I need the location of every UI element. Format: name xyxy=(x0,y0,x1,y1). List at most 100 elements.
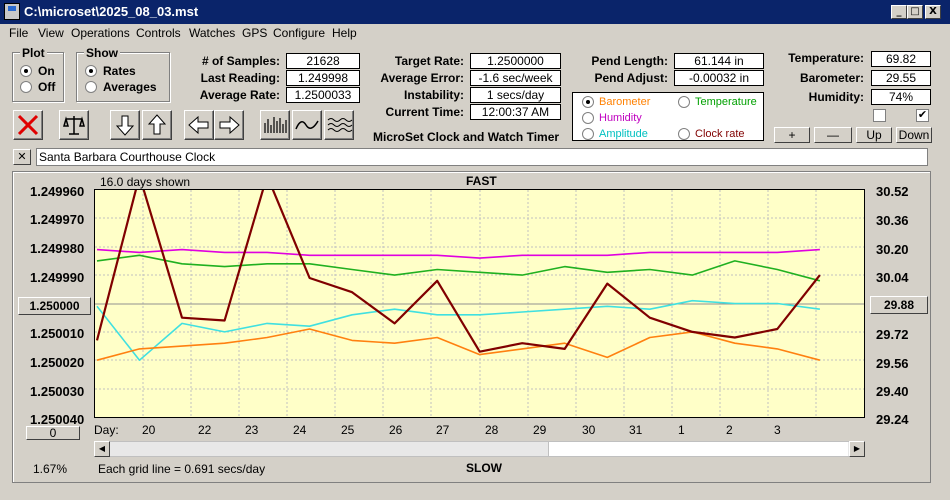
zero-button[interactable]: 0 xyxy=(26,426,80,440)
pend-length-label: Pend Length: xyxy=(591,54,668,68)
series-temperature xyxy=(96,254,821,282)
wave-icon xyxy=(295,120,319,130)
grid-note: Each grid line = 0.691 secs/day xyxy=(98,462,266,476)
x-tick-3: 24 xyxy=(293,423,307,437)
close-button[interactable]: X xyxy=(925,5,941,19)
fast-label: FAST xyxy=(466,174,497,188)
x-tick-10: 31 xyxy=(629,423,643,437)
samples-field: 21628 xyxy=(286,53,360,69)
right-tick-5: 29.72 xyxy=(876,327,909,342)
left-tick-3: 1.249990 xyxy=(30,270,85,285)
show-averages-radio[interactable] xyxy=(85,81,97,93)
env-checkbox-1[interactable] xyxy=(873,109,886,122)
multi-wave-icon xyxy=(327,118,353,132)
center-rate-button[interactable]: 1.250000 xyxy=(18,297,91,315)
multi-wave-button[interactable] xyxy=(324,110,354,140)
arrow-left-icon xyxy=(188,115,209,135)
menu-configure[interactable]: Configure xyxy=(273,26,326,40)
center-baro-button[interactable]: 29.88 xyxy=(870,296,928,314)
env-checkbox-2[interactable]: ✔ xyxy=(916,109,929,122)
instability-label: Instability: xyxy=(403,88,464,102)
average-error-field: -1.6 sec/week xyxy=(470,70,561,86)
barometer-label: Barometer: xyxy=(799,71,864,85)
clear-name-button[interactable]: ✕ xyxy=(13,149,31,165)
env-minus-button[interactable]: — xyxy=(814,127,852,143)
plot-off-radio[interactable] xyxy=(20,81,32,93)
right-tick-0: 30.52 xyxy=(876,184,909,199)
x-tick-1: 22 xyxy=(198,423,212,437)
x-tick-12: 2 xyxy=(726,423,733,437)
barometer-option: Barometer xyxy=(599,96,651,108)
arrow-down-icon xyxy=(115,115,135,136)
arrow-up-icon xyxy=(147,114,167,135)
target-rate-field[interactable]: 1.2500000 xyxy=(470,53,561,69)
right-tick-1: 30.36 xyxy=(876,213,909,228)
right-arrow-button[interactable] xyxy=(214,110,244,140)
env-up-button[interactable]: Up xyxy=(856,127,892,143)
average-error-label: Average Error: xyxy=(380,71,464,85)
menu-view[interactable]: View xyxy=(38,26,64,40)
series-amplitude xyxy=(96,299,821,361)
clock-rate-radio[interactable] xyxy=(678,128,690,140)
humidity-field: 74% xyxy=(871,89,931,105)
x-tick-13: 3 xyxy=(774,423,781,437)
left-tick-5: 1.250010 xyxy=(30,326,85,341)
show-rates-label: Rates xyxy=(103,64,136,78)
current-time-field: 12:00:37 AM xyxy=(470,104,561,120)
env-down-button[interactable]: Down xyxy=(896,127,932,143)
arrow-right-icon xyxy=(219,115,240,135)
x-tick-5: 26 xyxy=(389,423,403,437)
scroll-right-button[interactable]: ▶ xyxy=(849,441,865,457)
down-arrow-button[interactable] xyxy=(110,110,140,140)
last-reading-field: 1.249998 xyxy=(286,70,360,86)
x-tick-9: 30 xyxy=(582,423,596,437)
temperature-radio[interactable] xyxy=(678,96,690,108)
percent-label: 1.67% xyxy=(33,462,68,476)
scroll-track[interactable] xyxy=(548,442,848,456)
menu-help[interactable]: Help xyxy=(332,26,357,40)
wave-view-button[interactable] xyxy=(292,110,322,140)
series-selector xyxy=(572,92,764,141)
scale-icon xyxy=(63,116,85,135)
bar-graph-icon xyxy=(264,117,287,133)
menu-controls[interactable]: Controls xyxy=(136,26,181,40)
rate-chart xyxy=(95,174,864,417)
balance-button[interactable] xyxy=(59,110,89,140)
left-tick-8: 1.250040 xyxy=(30,412,85,427)
show-rates-radio[interactable] xyxy=(85,65,97,77)
average-rate-label: Average Rate: xyxy=(199,88,280,102)
right-tick-2: 30.20 xyxy=(876,242,909,257)
temperature-field: 69.82 xyxy=(871,51,931,67)
last-reading-label: Last Reading: xyxy=(200,71,280,85)
menu-operations[interactable]: Operations xyxy=(71,26,130,40)
plot-on-radio[interactable] xyxy=(20,65,32,77)
clear-button[interactable] xyxy=(13,110,43,140)
humidity-radio[interactable] xyxy=(582,112,594,124)
humidity-label: Humidity: xyxy=(808,90,864,104)
scroll-left-button[interactable]: ◀ xyxy=(94,441,110,457)
average-rate-field: 1.2500033 xyxy=(286,87,360,103)
slow-label: SLOW xyxy=(466,461,502,475)
barometer-radio[interactable] xyxy=(582,96,594,108)
menu-file[interactable]: File xyxy=(9,26,29,40)
days-shown-label: 16.0 days shown xyxy=(100,175,191,189)
x-tick-6: 27 xyxy=(436,423,450,437)
menu-gps[interactable]: GPS xyxy=(242,26,268,40)
clock-rate-option: Clock rate xyxy=(695,128,745,140)
minimize-button[interactable]: _ xyxy=(891,5,907,19)
env-plus-button[interactable]: + xyxy=(774,127,810,143)
plot-off-label: Off xyxy=(38,80,56,94)
menu-watches[interactable]: Watches xyxy=(189,26,236,40)
left-arrow-button[interactable] xyxy=(184,110,214,140)
amplitude-radio[interactable] xyxy=(582,128,594,140)
x-tick-0: 20 xyxy=(142,423,156,437)
maximize-button[interactable]: □ xyxy=(907,5,923,19)
right-tick-8: 29.24 xyxy=(876,412,909,427)
app-label: MicroSet Clock and Watch Timer xyxy=(373,130,560,144)
left-tick-2: 1.249980 xyxy=(30,241,85,256)
bars-view-button[interactable] xyxy=(260,110,290,140)
pend-length-field[interactable]: 61.144 in xyxy=(674,53,764,69)
show-averages-label: Averages xyxy=(103,80,157,94)
up-arrow-button[interactable] xyxy=(142,110,172,140)
clock-name-field[interactable]: Santa Barbara Courthouse Clock xyxy=(36,148,928,166)
